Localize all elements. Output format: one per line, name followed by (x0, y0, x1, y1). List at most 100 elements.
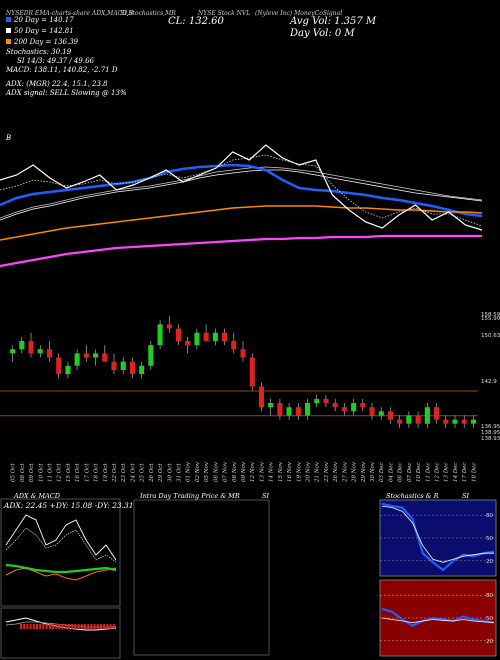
macd-histogram-bar (109, 624, 112, 629)
candle-body (10, 349, 16, 354)
date-tick-label: 24 Oct (130, 463, 136, 483)
legend-macd: MACD: 138.11, 140.82, -2.71 D (6, 66, 118, 74)
date-tick-label: 13 Nov (259, 461, 265, 482)
candle-body (397, 419, 403, 424)
date-tick-label: 01 Nov (186, 461, 192, 482)
candle-body (212, 332, 218, 341)
candle-body (166, 324, 172, 329)
candle-body (102, 353, 108, 362)
date-tick-label: 17 Dec (462, 463, 468, 483)
candle-body (148, 345, 154, 366)
candle-body (56, 357, 62, 375)
macd-histogram-bar (106, 624, 109, 629)
legend-ema200: 200 Day = 136.39 (6, 38, 78, 46)
candle-body (111, 361, 117, 370)
date-tick-label: 29 Nov (361, 461, 367, 483)
macd-panel-frame (0, 607, 121, 659)
stoch-d-line (381, 505, 494, 563)
macd-histogram-bar (39, 624, 42, 629)
macd-signal-line (5, 621, 116, 628)
macd-histogram-bar (26, 624, 29, 629)
price-level-label: 138.95 (481, 430, 500, 436)
date-tick-label: 09 Oct (29, 463, 35, 482)
company-name: (Nyleve Inc) MoneyCoSignal (255, 10, 343, 17)
macd-histogram-bar (20, 624, 22, 629)
date-tick-label: 27 Nov (342, 461, 348, 483)
header-top-line: NYSEDR EMA-charts-share ADX,MACD,B (6, 10, 134, 17)
date-tick-label: 03 Dec (379, 463, 385, 483)
close-price: CL: 132.60 (168, 16, 224, 27)
candle-body (332, 403, 338, 408)
date-tick-label: 10 Oct (38, 463, 44, 482)
date-tick-label: 18 Dec (471, 463, 477, 483)
macd-histogram-bar (74, 624, 77, 629)
date-tick-label: 06 Dec (398, 463, 404, 483)
stoch-level-label: 50 (486, 536, 493, 542)
candle-body (387, 411, 393, 420)
date-tick-label: 11 Dec (425, 463, 431, 483)
ema-signal-dotted-line (0, 154, 483, 227)
macd-histogram-bar (71, 624, 74, 629)
date-tick-label: 30 Nov (370, 461, 376, 482)
macd-histogram-bar (87, 624, 90, 629)
macd-histogram-bar (36, 624, 38, 629)
date-tick-label: 31 Oct (177, 463, 183, 482)
date-tick-label: 11 Oct (48, 463, 54, 482)
date-tick-label: 16 Oct (75, 463, 81, 482)
date-tick-label: 05 Oct (11, 463, 17, 482)
date-tick-label: 19 Nov (296, 461, 302, 482)
plus-di-line (5, 527, 117, 563)
date-tick-label: 12 Oct (57, 463, 63, 482)
macd-histogram-bar (42, 624, 45, 629)
price-level-label: 155.90 (481, 316, 500, 322)
candle-body (378, 411, 384, 416)
macd-histogram-bar (112, 624, 115, 629)
date-tick-label: 06 Nov (213, 461, 219, 482)
legend-bb: B (6, 134, 12, 142)
si-level-label: 50 (486, 616, 493, 622)
candle-body (222, 332, 228, 341)
date-tick-label: 15 Oct (66, 463, 72, 482)
day-volume: Day Vol: 0 M (290, 28, 355, 39)
candle-body (83, 353, 89, 358)
macd-histogram-bar (61, 624, 64, 629)
price-level-label: 158.59 (481, 312, 500, 318)
price-close-line (0, 144, 483, 231)
date-tick-label: 12 Nov (250, 461, 256, 482)
si-level-label: 80 (486, 593, 493, 599)
date-tick-label: 30 Oct (167, 463, 173, 482)
intraday-panel-si: SI (262, 492, 270, 500)
candle-body (341, 407, 347, 412)
si-signal-line (381, 617, 495, 624)
date-tick-label: 22 Oct (112, 463, 118, 483)
date-tick-label: 23 Oct (121, 463, 127, 483)
macd-histogram-bar (100, 624, 102, 629)
date-tick-label: 07 Nov (223, 461, 229, 482)
candle-body (415, 415, 421, 424)
candle-body (74, 353, 80, 366)
candle-body (185, 341, 191, 346)
candle-body (305, 403, 311, 416)
header-top-line-3: NYSE Stock NVL (198, 10, 251, 17)
candle-body (323, 398, 329, 403)
candle-body (65, 365, 71, 375)
date-tick-label: 12 Dec (435, 463, 441, 483)
candle-body (231, 341, 237, 350)
price-level-label: 142.9 (481, 379, 497, 385)
candle-body (120, 361, 126, 370)
candle-body (37, 349, 43, 354)
adx-panel-title: ADX & MACD (14, 492, 60, 500)
candle-body (28, 341, 34, 354)
macd-histogram-bar (68, 624, 70, 629)
ema50-swatch (6, 28, 11, 33)
date-tick-label: 26 Oct (149, 463, 155, 483)
candle-body (360, 403, 366, 408)
date-tick-label: 18 Oct (94, 463, 100, 482)
date-tick-label: 29 Oct (158, 463, 164, 483)
legend-ema50-label: 50 Day = 142.81 (14, 27, 74, 35)
ema50-line (0, 169, 483, 221)
date-tick-label: 19 Oct (103, 463, 109, 482)
legend-adx-signal: ADX signal: SELL Slowing @ 13% (6, 89, 127, 97)
candle-body (194, 332, 200, 346)
legend-ema50: 50 Day = 142.81 (6, 27, 74, 35)
